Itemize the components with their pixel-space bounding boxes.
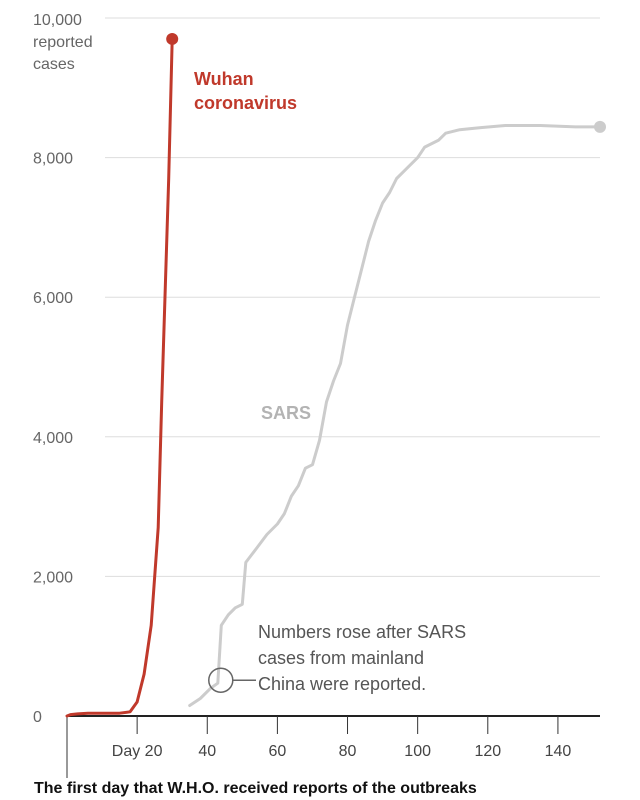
wuhan-series-label: Wuhan <box>194 69 254 89</box>
annotation-text: cases from mainland <box>258 648 424 668</box>
y-tick-label: 8,000 <box>33 151 73 168</box>
wuhan-series-label: coronavirus <box>194 93 297 113</box>
y-tick-label: 0 <box>33 709 42 726</box>
x-tick-label: 80 <box>339 743 357 760</box>
x-tick-label: 100 <box>404 743 431 760</box>
x-tick-label: 140 <box>545 743 572 760</box>
sars-end-point <box>594 120 606 133</box>
x-tick-label: Day 20 <box>112 743 163 760</box>
y-tick-label: 4,000 <box>33 430 73 447</box>
wuhan-series-line <box>65 37 174 718</box>
x-tick-label: 40 <box>198 743 216 760</box>
annotation-text: Numbers rose after SARS <box>258 622 466 642</box>
annotation-text: China were reported. <box>258 674 426 694</box>
sars-series-line <box>188 124 602 707</box>
wuhan-end-point <box>166 32 179 45</box>
y-axis-label: reported <box>33 34 93 51</box>
y-tick-label: 2,000 <box>33 569 73 586</box>
y-axis-label: cases <box>33 56 75 73</box>
x-tick-label: 120 <box>474 743 501 760</box>
annotation-circle <box>208 667 234 693</box>
y-axis-label: 10,000 <box>33 12 82 29</box>
sars-series-label: SARS <box>261 403 311 423</box>
x-tick-label: 60 <box>268 743 286 760</box>
chart-footnote: The first day that W.H.O. received repor… <box>34 780 477 797</box>
y-tick-label: 6,000 <box>33 290 73 307</box>
